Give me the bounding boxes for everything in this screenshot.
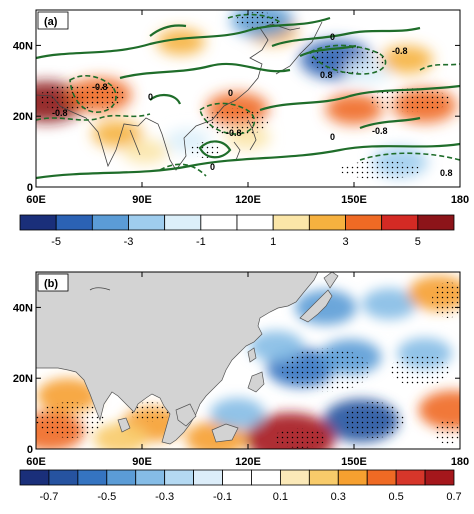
colorbar-label: 0.5 xyxy=(388,491,403,503)
colorbar-swatch xyxy=(417,214,455,231)
contour-label: 0.8 xyxy=(320,70,333,80)
colorbar-swatch xyxy=(236,214,274,231)
contour-label: -0.8 xyxy=(52,108,68,118)
colorbar-swatch xyxy=(128,214,166,231)
colorbar-swatch xyxy=(337,469,368,486)
colorbar-swatch xyxy=(272,214,310,231)
y-tick-label: 0 xyxy=(27,182,33,194)
colorbar-swatch xyxy=(164,214,202,231)
colorbar-swatch xyxy=(308,469,339,486)
panel-b-islands xyxy=(117,272,339,443)
colorbar-swatch xyxy=(19,214,57,231)
panel-a-contours-solid xyxy=(36,16,460,180)
x-tick-label: 150E xyxy=(341,194,367,206)
panel-a-coastlines xyxy=(36,21,323,171)
colorbar-swatch xyxy=(135,469,166,486)
panel-b-label-box xyxy=(37,273,69,292)
x-tick-label: 60E xyxy=(26,456,46,468)
anomaly-cell xyxy=(362,288,417,320)
contour-label: 0.8 xyxy=(440,168,453,178)
contour-label: -0.8 xyxy=(392,46,408,56)
x-tick-label: 90E xyxy=(132,194,152,206)
colorbar-label: 5 xyxy=(415,236,421,248)
panel-a-contours-dashed xyxy=(36,13,460,177)
panel-b-axes: 60E 90E 120E 150E 180 0 20N 40N xyxy=(13,272,469,468)
panel-a-contour-labels: 0 0 0 0 0 -0.8 -0.8 -0.8 -0.8 0.8 0.8 -0… xyxy=(52,32,453,178)
colorbar-swatch xyxy=(19,469,50,486)
colorbar-label: -1 xyxy=(196,236,206,248)
y-tick-label: 20N xyxy=(13,373,33,385)
anomaly-cell xyxy=(418,390,460,430)
colorbar-label: -0.7 xyxy=(39,491,58,503)
x-tick-label: 180 xyxy=(451,194,469,206)
panel-a-label-box xyxy=(37,11,69,30)
colorbar-label: 0.7 xyxy=(446,491,461,503)
colorbar-label: -0.3 xyxy=(155,491,174,503)
colorbar-swatch xyxy=(164,469,195,486)
contour-label: 0 xyxy=(330,32,335,42)
x-tick-label: 150E xyxy=(341,456,367,468)
x-tick-label: 90E xyxy=(132,456,152,468)
colorbar-swatch xyxy=(279,469,310,486)
contour-label: 0 xyxy=(228,88,233,98)
colorbar-swatch xyxy=(395,469,426,486)
panel-a-axes: 60E 90E 120E 150E 180 0 20N 40N xyxy=(13,10,469,206)
colorbar-label: -0.5 xyxy=(97,491,116,503)
x-tick-label: 120E xyxy=(235,194,261,206)
panel-a-label: (a) xyxy=(44,16,58,28)
anomaly-cell xyxy=(123,139,169,164)
lake-outline xyxy=(89,287,111,291)
colorbar-swatch xyxy=(345,214,383,231)
y-tick-label: 0 xyxy=(27,444,33,456)
panel-b-label: (b) xyxy=(44,278,58,290)
colorbar-label: 3 xyxy=(342,236,348,248)
colorbar-label: -3 xyxy=(124,236,134,248)
anomaly-cell xyxy=(381,45,433,74)
anomaly-cell xyxy=(156,28,206,55)
contour-label: -0.8 xyxy=(372,126,388,136)
y-tick-label: 40N xyxy=(13,302,33,314)
colorbar-label: 0.1 xyxy=(273,491,288,503)
y-tick-label: 40N xyxy=(13,40,33,52)
anomaly-cell xyxy=(325,93,383,125)
y-tick-label: 20N xyxy=(13,111,33,123)
panel-b-colorbar: -0.7 -0.5 -0.3 -0.1 0.1 0.3 0.5 0.7 xyxy=(19,469,462,503)
panel-b-significance-stippling xyxy=(36,282,460,448)
anomaly-cell xyxy=(93,422,149,449)
colorbar-swatch xyxy=(251,469,281,486)
panel-b: (b) 60E 90E 120E 150E 180 0 20N 40N xyxy=(13,271,469,468)
anomaly-cell xyxy=(248,330,304,362)
contour-label: 0 xyxy=(330,132,335,142)
colorbar-swatch xyxy=(48,469,79,486)
colorbar-swatch xyxy=(77,469,108,486)
contour-label: 0 xyxy=(148,92,153,102)
x-tick-label: 120E xyxy=(235,456,261,468)
contour-label: -0.8 xyxy=(226,128,242,138)
colorbar-swatch xyxy=(91,214,129,231)
colorbar-label: -0.1 xyxy=(213,491,232,503)
x-tick-label: 60E xyxy=(26,194,46,206)
colorbar-swatch xyxy=(381,214,419,231)
colorbar-swatch xyxy=(366,469,397,486)
x-tick-label: 180 xyxy=(451,456,469,468)
colorbar-swatch xyxy=(308,214,346,231)
colorbar-label: -5 xyxy=(51,236,61,248)
colorbar-swatch xyxy=(55,214,93,231)
contour-label: 0 xyxy=(210,162,215,172)
contour-label: -0.8 xyxy=(92,82,108,92)
panel-a-significance-stippling xyxy=(40,12,450,179)
colorbar-label: 1 xyxy=(270,236,276,248)
colorbar-swatch xyxy=(193,469,223,486)
panel-a: 0 0 0 0 0 -0.8 -0.8 -0.8 -0.8 0.8 0.8 -0… xyxy=(13,9,469,206)
panel-a-colorbar: -5 -3 -1 1 3 5 xyxy=(19,214,455,248)
panel-b-land-mask xyxy=(36,272,319,445)
colorbar-swatch xyxy=(222,469,252,486)
colorbar-label: 0.3 xyxy=(331,491,346,503)
colorbar-swatch xyxy=(424,469,455,486)
anomaly-cell xyxy=(92,120,143,148)
anomaly-cell xyxy=(210,398,265,430)
colorbar-swatch xyxy=(200,214,238,231)
colorbar-swatch xyxy=(106,469,137,486)
